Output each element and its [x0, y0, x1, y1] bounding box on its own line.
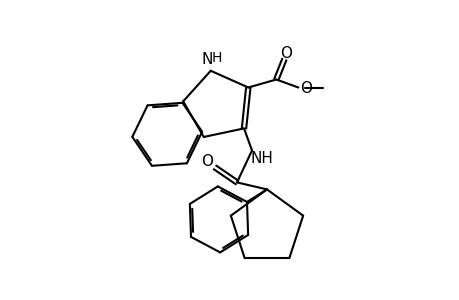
Text: O: O [300, 81, 312, 96]
Text: O: O [201, 154, 213, 169]
Text: H: H [211, 51, 221, 65]
Text: NH: NH [250, 151, 273, 166]
Text: N: N [201, 52, 212, 67]
Text: O: O [280, 46, 291, 61]
